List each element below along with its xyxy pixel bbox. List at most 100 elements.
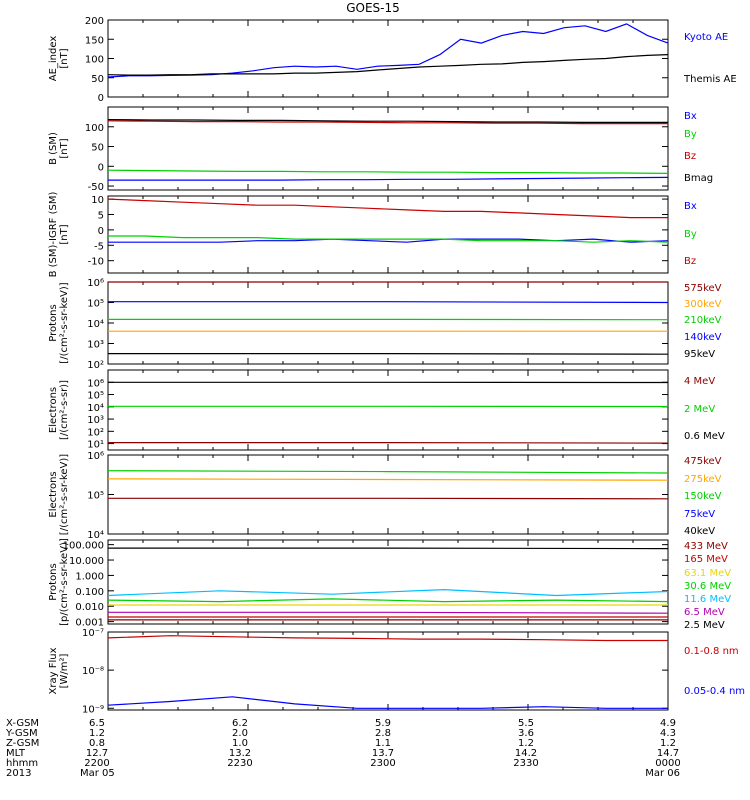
plot-frame xyxy=(107,195,669,274)
y-tick-label: 10⁵ xyxy=(87,299,104,310)
y-tick-label: 100.000 xyxy=(63,541,104,552)
legend-entry: 165 MeV xyxy=(684,554,728,565)
x-axis-value: 1.0 xyxy=(232,738,248,749)
y-axis-label-line: [nT] xyxy=(59,138,70,158)
y-tick-label: 0 xyxy=(98,226,104,237)
legend-entry: By xyxy=(684,129,697,140)
y-axis-label-line: B (SM) xyxy=(48,132,59,165)
series-line xyxy=(107,119,668,124)
legend-entry: 210keV xyxy=(684,315,722,326)
x-axis-value: 4.9 xyxy=(660,718,676,729)
plot-frame xyxy=(107,281,669,365)
y-tick-label: 200 xyxy=(85,16,104,27)
legend-entry: 95keV xyxy=(684,349,715,360)
y-tick-label: 0.010 xyxy=(75,602,104,613)
panel-6: 10⁴ 10⁵ 10⁶ Electrons[/(cm²-s-sr-keV)] 475ke… xyxy=(48,451,722,541)
legend-entry: 75keV xyxy=(684,509,715,520)
y-tick-label: 10⁵ xyxy=(87,391,104,402)
legend-entry: 4 MeV xyxy=(684,376,715,387)
y-tick-label: 0 xyxy=(98,162,104,173)
x-axis-value: 14.2 xyxy=(515,748,537,759)
x-axis-value: 0.8 xyxy=(89,738,105,749)
legend-entry: Bz xyxy=(684,151,696,162)
y-tick-label: 10³ xyxy=(87,415,104,426)
y-tick-label: 0.100 xyxy=(75,587,104,598)
figure-title: GOES-15 xyxy=(346,1,400,15)
series-line xyxy=(108,442,669,444)
legend-entry: Themis AE xyxy=(683,74,737,85)
panel-4: 10² 10³ 10⁴ 10⁵ 10⁶ Protons[/(cm²-s-sr-keV)] 5… xyxy=(48,278,722,371)
legend-entry: 2.5 MeV xyxy=(684,620,725,631)
y-tick-label: 50 xyxy=(91,74,104,85)
x-axis-value: 1.2 xyxy=(518,738,534,749)
x-axis-row-label: Y-GSM xyxy=(5,728,38,739)
x-axis-value: 13.7 xyxy=(372,748,394,759)
series-line xyxy=(108,353,669,355)
y-axis-label: Protons[/(cm²-s-sr-keV)] xyxy=(48,282,70,363)
y-tick-label: 5 xyxy=(98,210,104,221)
legend-entry: 0.6 MeV xyxy=(684,431,725,442)
y-axis-label-line: Protons xyxy=(48,304,59,341)
x-axis-value: 1.2 xyxy=(660,738,676,749)
x-axis-value: 5.9 xyxy=(375,718,391,729)
series-line xyxy=(107,120,668,125)
y-tick-label: 10⁶ xyxy=(87,378,104,389)
series-line xyxy=(108,238,669,243)
legend-entry: 40keV xyxy=(684,526,715,537)
legend-entry: 300keV xyxy=(684,299,722,310)
x-axis-value: 2200 xyxy=(84,758,109,769)
y-axis-label-line: [p/(cm²-s-sr-keV)] xyxy=(59,538,70,626)
legend-entry: 433 MeV xyxy=(684,541,728,552)
x-axis-value: 14.7 xyxy=(657,748,679,759)
y-axis-label: B (SM)[nT] xyxy=(48,132,70,165)
series-line xyxy=(108,235,669,243)
y-axis-label: Protons[p/(cm²-s-sr-keV)] xyxy=(48,538,70,626)
x-axis-value: Mar 06 xyxy=(645,768,680,779)
y-axis-label-line: Xray Flux xyxy=(48,647,59,694)
y-axis-label-line: [nT] xyxy=(59,48,70,68)
y-tick-label: 10⁴ xyxy=(87,530,104,541)
x-axis-value: 6.2 xyxy=(232,718,248,729)
y-tick-label: 10¹ xyxy=(87,440,104,451)
series-line xyxy=(108,547,669,550)
x-axis-value: 2.0 xyxy=(232,728,248,739)
y-axis-label: AE_index[nT] xyxy=(48,36,70,82)
panel-2: -50 0 50 100 B (SM)[nT] Bx By Bz Bmag xyxy=(48,106,713,193)
series-line xyxy=(107,169,669,174)
series-line xyxy=(108,301,669,304)
plot-frame xyxy=(107,631,669,711)
y-tick-label: 150 xyxy=(85,35,104,46)
legend-entry: Bx xyxy=(684,111,697,122)
series-line xyxy=(108,497,669,500)
y-tick-label: 10 xyxy=(91,195,104,206)
x-axis-value: 1.2 xyxy=(89,728,105,739)
legend-entry: 0.05-0.4 nm xyxy=(684,686,745,697)
series-line xyxy=(107,470,669,474)
x-axis-value: 12.7 xyxy=(86,748,108,759)
x-axis-row-label: X-GSM xyxy=(6,718,39,729)
x-axis-value: Mar 05 xyxy=(80,768,115,779)
y-tick-label: 10⁴ xyxy=(87,403,104,414)
y-tick-label: 10⁶ xyxy=(87,278,104,289)
y-tick-label: 100 xyxy=(85,123,104,134)
y-axis-label-line: AE_index xyxy=(48,36,59,82)
legend-entry: 475keV xyxy=(684,456,722,467)
x-axis-value: 2330 xyxy=(513,758,538,769)
y-tick-label: 10⁻⁹ xyxy=(82,704,104,715)
y-axis-label: B (SM)-IGRF (SM)[nT] xyxy=(48,192,70,278)
y-tick-label: -10 xyxy=(88,257,104,268)
x-axis-value: 2.8 xyxy=(375,728,391,739)
panel-7: 0.0010.0100.1001.00010.000100.000Protons… xyxy=(48,538,731,631)
plot-frame xyxy=(107,454,669,535)
y-axis-label: Xray Flux[W/m²] xyxy=(48,647,70,694)
legend-entry: 63.1 MeV xyxy=(684,568,731,579)
series-line xyxy=(107,635,668,642)
series-line xyxy=(107,696,668,709)
x-axis-row-label: Z-GSM xyxy=(6,738,39,749)
legend-entry: By xyxy=(684,229,697,240)
y-tick-label: 10⁴ xyxy=(87,319,104,330)
legend-entry: 140keV xyxy=(684,332,722,343)
